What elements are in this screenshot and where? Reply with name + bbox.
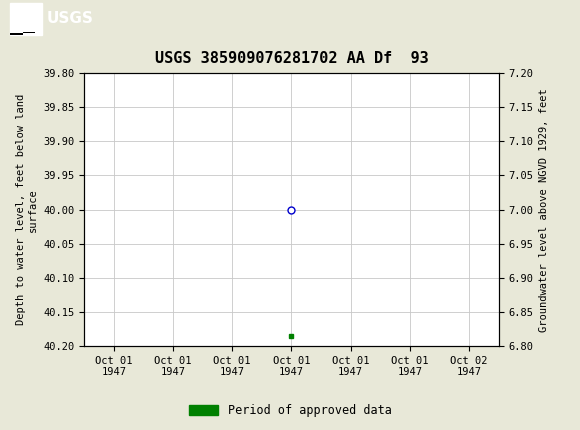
- Text: USGS: USGS: [46, 12, 93, 26]
- Title: USGS 385909076281702 AA Df  93: USGS 385909076281702 AA Df 93: [155, 51, 428, 66]
- Bar: [10, 31, 23, 33]
- Legend: Period of approved data: Period of approved data: [184, 399, 396, 422]
- Bar: [23, 33, 35, 35]
- Bar: [23, 31, 35, 33]
- Bar: [10, 33, 23, 35]
- Y-axis label: Groundwater level above NGVD 1929, feet: Groundwater level above NGVD 1929, feet: [539, 88, 549, 332]
- Bar: [10, 3, 42, 35]
- Y-axis label: Depth to water level, feet below land
surface: Depth to water level, feet below land su…: [16, 94, 38, 325]
